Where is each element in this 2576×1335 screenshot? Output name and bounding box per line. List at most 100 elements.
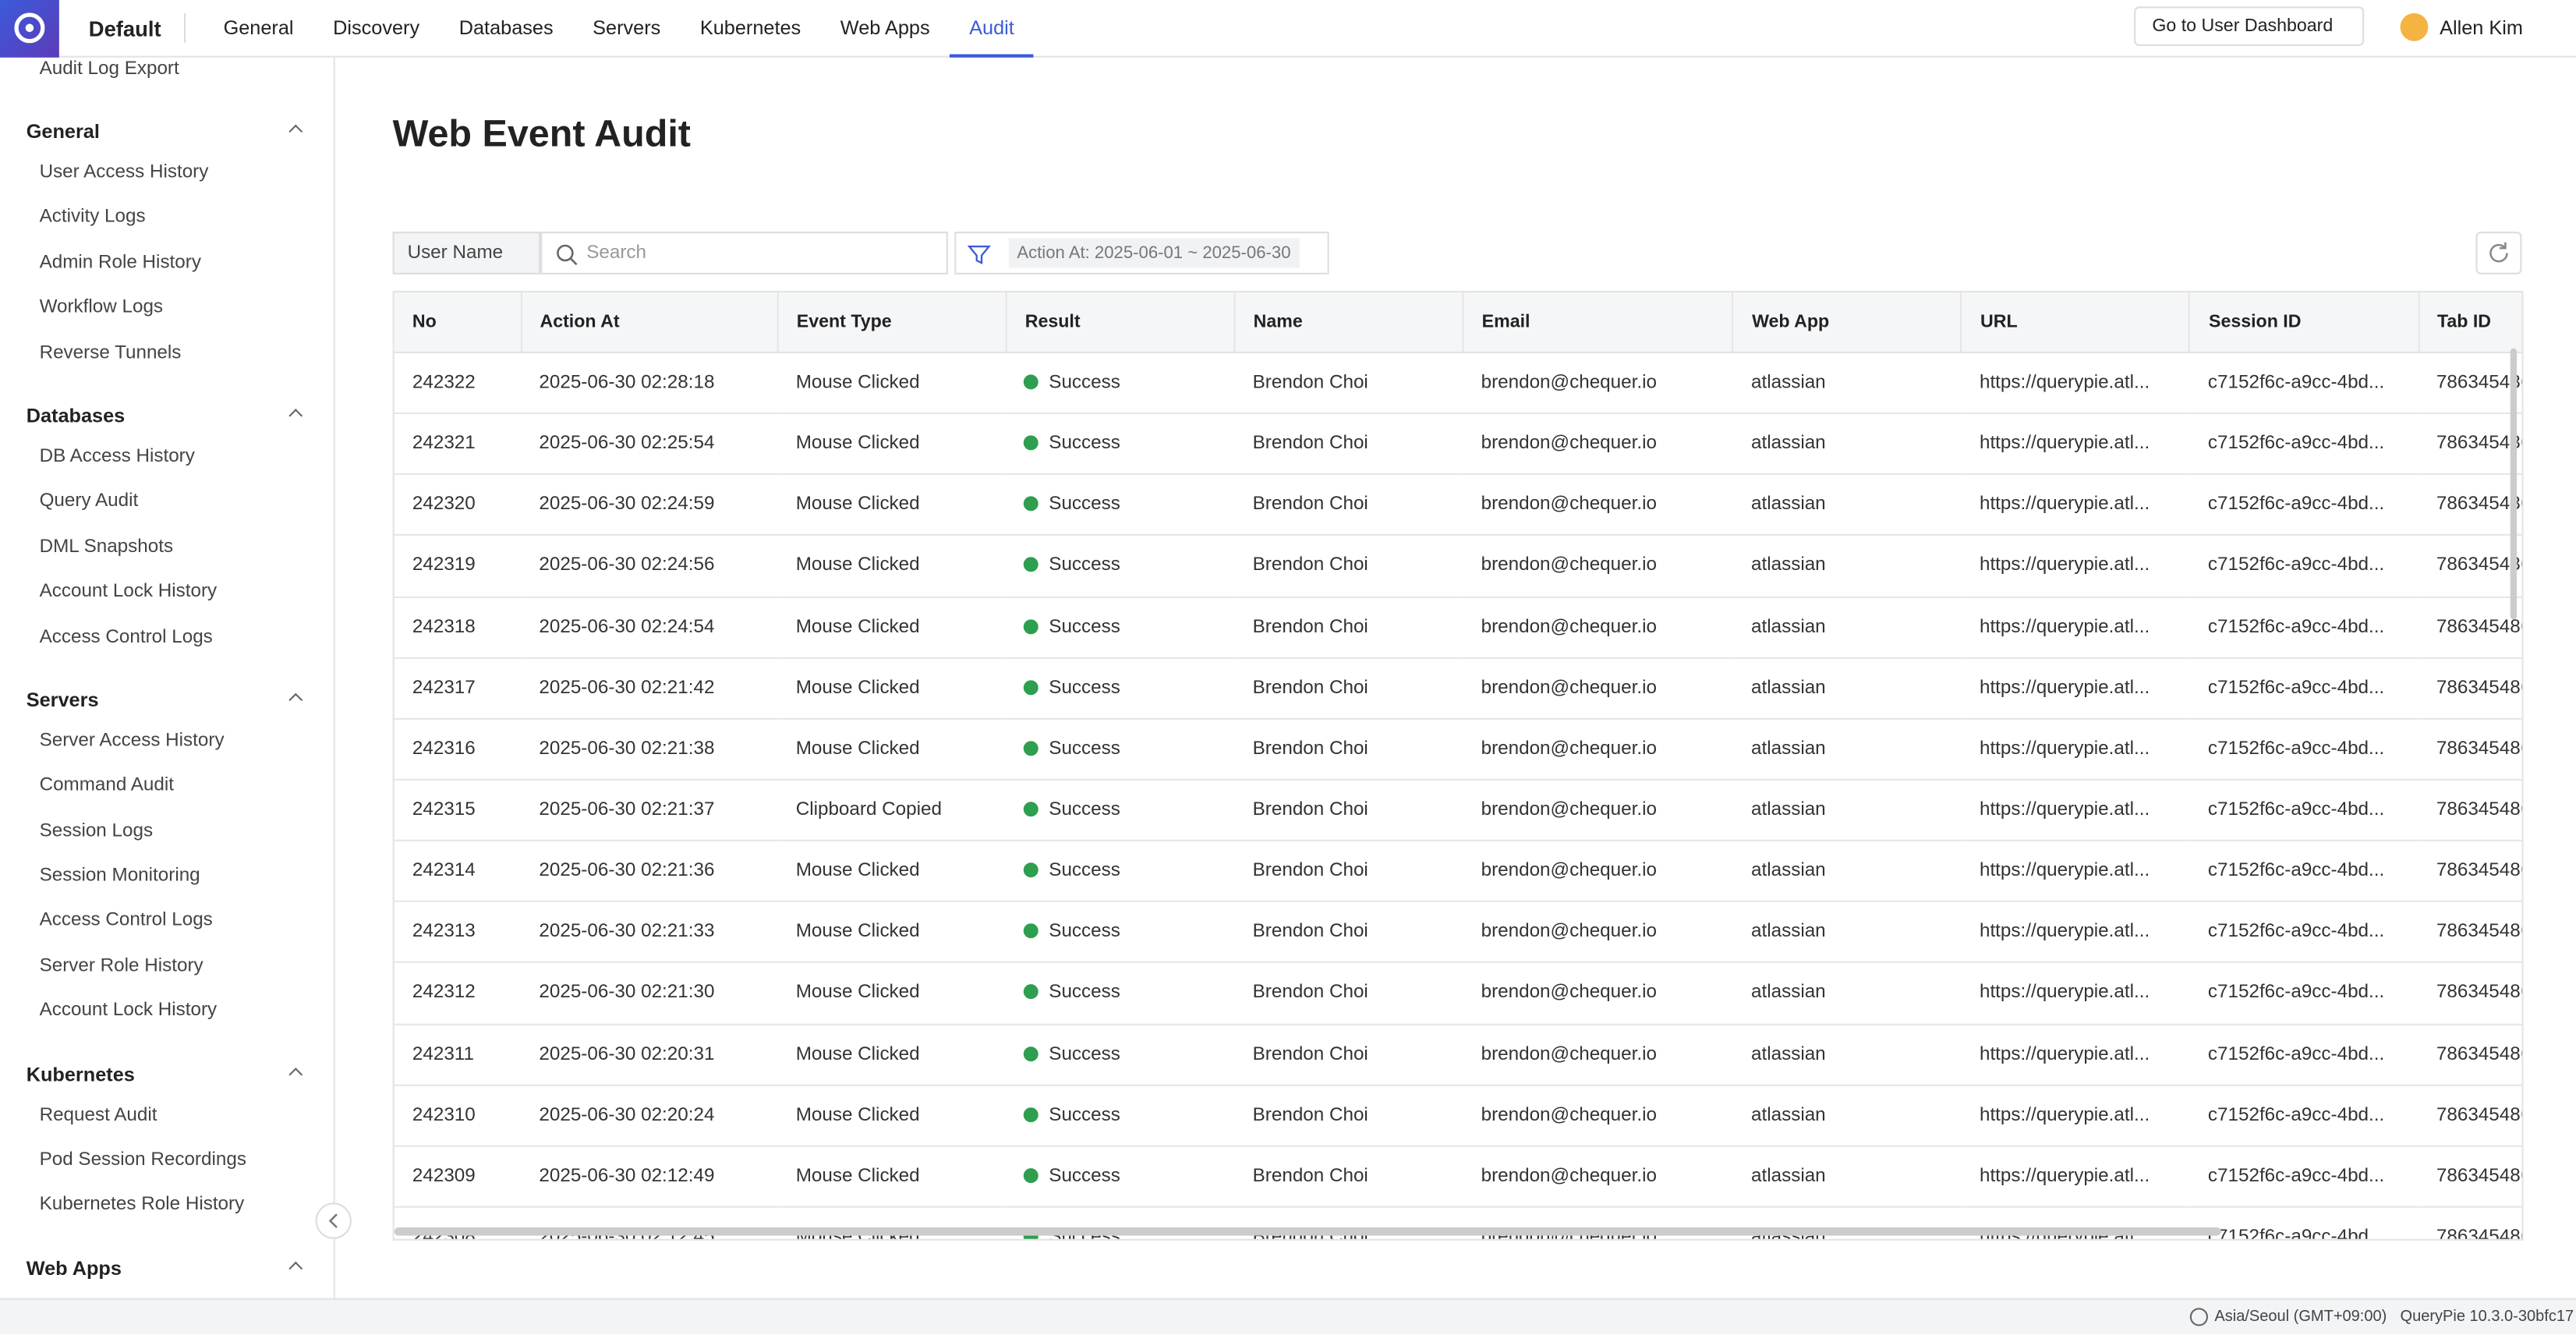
table-cell: Clipboard Copied [778,780,1007,841]
table-cell: Brendon Choi [1234,413,1463,474]
sidebar-item[interactable]: Reverse Tunnels [0,335,334,380]
table-cell: c7152f6c-a9cc-4bd... [2190,597,2419,657]
sidebar-section-title[interactable]: Web Apps [0,1252,334,1291]
status-dot [1024,924,1039,939]
table-row[interactable]: 2423152025-06-30 02:21:37Clipboard Copie… [395,780,2524,841]
workspace-name[interactable]: Default [89,16,161,41]
status-dot [1024,1107,1039,1122]
sidebar-item[interactable]: Kubernetes Role History [0,1187,334,1232]
sidebar-section-title[interactable]: Servers [0,683,334,723]
date-filter[interactable]: Action At: 2025-06-01 ~ 2025-06-30 [954,232,1329,274]
sidebar-item[interactable]: Command Audit [0,768,334,813]
date-filter-chip: Action At: 2025-06-01 ~ 2025-06-30 [1009,239,1299,268]
table-cell: Mouse Clicked [778,597,1007,657]
filter-field-select[interactable]: User Name [393,232,541,274]
table-cell: 2025-06-30 02:21:37 [521,780,777,841]
table-cell: atlassian [1733,841,1962,901]
table-cell: Mouse Clicked [778,352,1007,413]
timezone[interactable]: Asia/Seoul (GMT+09:00) [2214,1308,2387,1326]
table-row[interactable]: 2423132025-06-30 02:21:33Mouse ClickedSu… [395,901,2524,962]
nav-item[interactable]: Servers [573,0,681,58]
sidebar-item[interactable]: Server Access History [0,723,334,768]
table-cell: Brendon Choi [1234,719,1463,780]
table-row[interactable]: 2423202025-06-30 02:24:59Mouse ClickedSu… [395,475,2524,536]
dashboard-button[interactable]: Go to User Dashboard [2134,6,2364,46]
search-input[interactable]: Search [540,232,948,274]
table-cell: 786345486 [2419,841,2524,901]
sidebar-item[interactable]: DML Snapshots [0,529,334,574]
table-row[interactable]: 2423222025-06-30 02:28:18Mouse ClickedSu… [395,352,2524,413]
table-row[interactable]: 2423212025-06-30 02:25:54Mouse ClickedSu… [395,413,2524,474]
refresh-button[interactable] [2475,232,2521,274]
table-cell: Brendon Choi [1234,963,1463,1024]
sidebar-item[interactable]: Access Control Logs [0,903,334,948]
table-row[interactable]: 2423102025-06-30 02:20:24Mouse ClickedSu… [395,1085,2524,1146]
table-cell: Success [1006,1146,1234,1206]
sidebar-item[interactable]: Request Audit [0,1097,334,1142]
table-row[interactable]: 2423182025-06-30 02:24:54Mouse ClickedSu… [395,597,2524,657]
table-cell: brendon@chequer.io [1463,1085,1732,1146]
sidebar-item[interactable]: Pod Session Recordings [0,1142,334,1188]
footer: Asia/Seoul (GMT+09:00) QueryPie 10.3.0-3… [0,1298,2576,1334]
sidebar-item[interactable]: DB Access History [0,439,334,484]
status-text: Success [1049,678,1120,698]
sidebar-section-title[interactable]: Databases [0,399,334,439]
table-row[interactable]: 2423122025-06-30 02:21:30Mouse ClickedSu… [395,963,2524,1024]
table-cell: https://querypie.atl... [1962,1146,2190,1206]
nav-item[interactable]: Discovery [313,0,440,58]
sidebar-item[interactable]: Query Audit [0,483,334,529]
user-name[interactable]: Allen Kim [2440,16,2523,39]
sidebar-item[interactable]: Session Logs [0,813,334,858]
sidebar-item[interactable]: Account Lock History [0,993,334,1038]
table-cell: Brendon Choi [1234,901,1463,962]
table-row[interactable]: 2423172025-06-30 02:21:42Mouse ClickedSu… [395,657,2524,718]
table-cell: 2025-06-30 02:20:31 [521,1024,777,1085]
sidebar-item[interactable]: Workflow Logs [0,289,334,335]
nav-item[interactable]: General [203,0,313,58]
table-cell: Mouse Clicked [778,1146,1007,1206]
vertical-scrollbar[interactable] [2511,349,2517,620]
table-row[interactable]: 2423112025-06-30 02:20:31Mouse ClickedSu… [395,1024,2524,1085]
horizontal-scrollbar[interactable] [395,1227,2221,1236]
collapse-button[interactable] [316,1202,352,1238]
avatar[interactable] [2401,13,2429,41]
table-cell: atlassian [1733,536,1962,597]
table-cell: atlassian [1733,1146,1962,1206]
sidebar-item[interactable]: Account Lock History [0,574,334,619]
table-cell: brendon@chequer.io [1463,413,1732,474]
table-row[interactable]: 2423192025-06-30 02:24:56Mouse ClickedSu… [395,536,2524,597]
status-dot [1024,1168,1039,1183]
status-text: Success [1049,434,1120,454]
column-header: No [395,292,522,352]
nav-item[interactable]: Kubernetes [681,0,821,58]
sidebar-item[interactable]: User Access History [0,154,334,200]
table-cell: c7152f6c-a9cc-4bd... [2190,1085,2419,1146]
nav-item[interactable]: Web Apps [821,0,950,58]
nav-item[interactable]: Audit [950,0,1034,58]
table-cell: atlassian [1733,719,1962,780]
table-row[interactable]: 2423092025-06-30 02:12:49Mouse ClickedSu… [395,1146,2524,1206]
sidebar-section-title[interactable]: Kubernetes [0,1057,334,1097]
table-cell: Mouse Clicked [778,719,1007,780]
table-cell: 786345486 [2419,536,2524,597]
table-cell: Brendon Choi [1234,657,1463,718]
table-cell: 242320 [395,475,522,536]
table-cell: 242315 [395,780,522,841]
sidebar-item[interactable]: Admin Role History [0,245,334,290]
nav-item[interactable]: Databases [439,0,572,58]
table-cell: atlassian [1733,901,1962,962]
table-cell: 2025-06-30 02:20:24 [521,1085,777,1146]
table-cell: atlassian [1733,475,1962,536]
sidebar-item[interactable]: Session Monitoring [0,858,334,903]
logo[interactable] [0,0,59,58]
sidebar-item[interactable]: Access Control Logs [0,618,334,664]
table-row[interactable]: 2423162025-06-30 02:21:38Mouse ClickedSu… [395,719,2524,780]
sidebar-section-title[interactable]: General [0,115,334,154]
table-cell: Mouse Clicked [778,536,1007,597]
table-cell: Mouse Clicked [778,1085,1007,1146]
sidebar-item[interactable]: Activity Logs [0,200,334,245]
sidebar-item[interactable]: Server Role History [0,948,334,993]
table-cell: Brendon Choi [1234,597,1463,657]
table-row[interactable]: 2423142025-06-30 02:21:36Mouse ClickedSu… [395,841,2524,901]
sidebar-item[interactable]: Audit Log Export [0,58,334,95]
